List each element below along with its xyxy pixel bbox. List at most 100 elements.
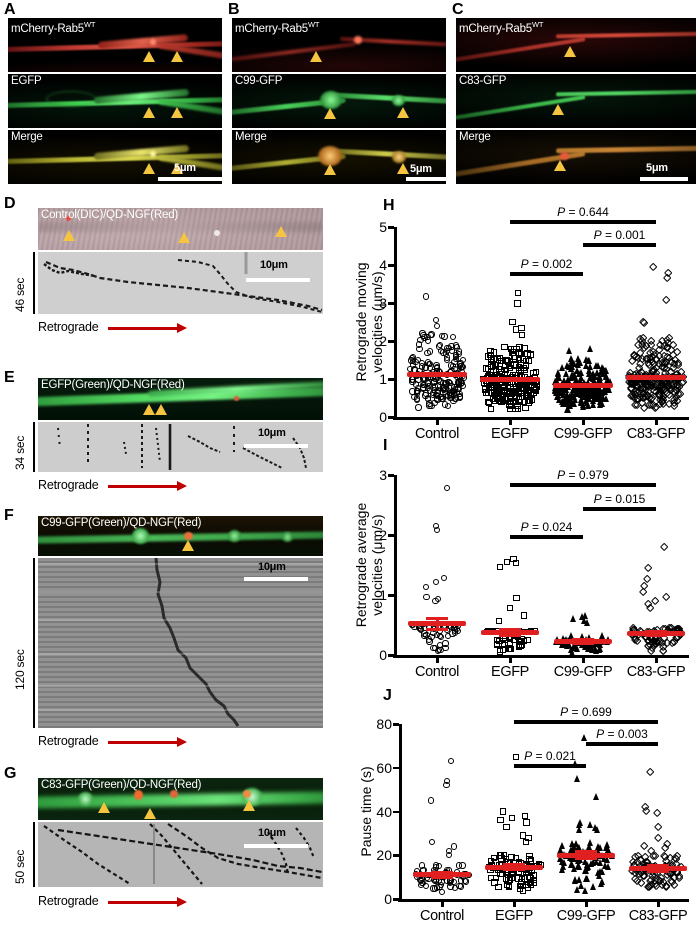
data-point [441, 333, 448, 340]
data-point-outlier [447, 757, 454, 765]
data-point [568, 632, 575, 640]
panel-label-b: B [228, 1, 240, 18]
data-point [574, 355, 581, 363]
data-point [559, 865, 566, 873]
data-point [584, 860, 591, 868]
data-point-outlier [508, 814, 516, 822]
data-point [578, 632, 585, 640]
error-bar-cap [575, 850, 597, 854]
data-point-outlier [432, 597, 439, 605]
x-tick-label-c99-gfp: C99-GFP [556, 908, 616, 924]
data-point [517, 642, 524, 649]
data-point [413, 390, 421, 397]
data-point [449, 333, 457, 340]
data-point [598, 879, 604, 887]
panel-g-caption: C83-GFP(Green)/QD-NGF(Red) [41, 779, 202, 791]
data-point [514, 405, 521, 412]
data-point-outlier [592, 792, 599, 800]
data-point-outlier [593, 825, 600, 833]
data-point [595, 842, 602, 850]
data-point [604, 863, 611, 871]
panel-b-row-mcherry: mCherry-Rab5WT [232, 18, 446, 72]
significance-bar [510, 220, 656, 224]
mean-line [626, 375, 686, 381]
significance-label: P = 0.002 [520, 257, 573, 271]
scale-bar [244, 577, 308, 581]
x-tick [509, 657, 512, 663]
data-point [517, 360, 525, 367]
data-point [556, 846, 563, 854]
data-point [449, 388, 456, 395]
scale-bar-label: 10μm [258, 561, 286, 573]
data-point [559, 388, 566, 396]
data-point [527, 881, 535, 889]
panel-d-duration-label: 46 sec [13, 277, 27, 312]
data-point [578, 388, 585, 396]
y-tick [388, 340, 394, 343]
significance-label: P = 0.979 [557, 468, 609, 482]
mean-line [481, 629, 539, 635]
data-point-outlier [514, 300, 521, 307]
data-point-outlier [645, 603, 655, 613]
significance-label: P = 0.001 [593, 228, 646, 242]
data-point-outlier [522, 812, 529, 820]
scale-bar [640, 177, 688, 181]
mean-line [413, 872, 471, 878]
data-point-outlier [659, 542, 669, 552]
data-point [570, 391, 577, 399]
scale-bar-label: 5μm [410, 163, 432, 175]
x-tick-label-c99-gfp: C99-GFP [553, 426, 613, 442]
data-point [517, 385, 524, 392]
data-point [450, 878, 458, 886]
data-point [521, 345, 528, 352]
mean-line [480, 376, 540, 382]
data-point [424, 350, 431, 357]
data-point [596, 644, 603, 652]
error-bar-cap [499, 633, 521, 637]
mean-line [629, 865, 687, 871]
data-point [571, 395, 578, 403]
data-point [409, 376, 416, 383]
data-point [428, 633, 435, 641]
data-point-outlier [518, 324, 525, 332]
arrowhead-icon [397, 107, 409, 118]
significance-bar [510, 483, 656, 487]
scale-bar-label: 10μm [258, 427, 286, 439]
data-point-outlier [503, 823, 510, 830]
error-bar-cap [503, 868, 525, 872]
panel-a-caption-egfp: EGFP [11, 75, 42, 87]
data-point [581, 867, 588, 875]
panel-b-caption-merge: Merge [235, 131, 267, 143]
y-tick-label: 1 [379, 587, 387, 603]
data-point [568, 646, 575, 654]
data-point-outlier [514, 289, 522, 296]
data-point [558, 841, 565, 849]
y-tick-label: 2 [379, 527, 387, 543]
data-point [568, 861, 575, 869]
panel-b-row-c99gfp: C99-GFP [232, 74, 446, 128]
mean-line [557, 852, 615, 858]
panel-e-direction-label: Retrograde [38, 478, 99, 492]
data-point-outlier [569, 614, 576, 622]
data-point [586, 362, 593, 370]
panel-label-f: F [4, 507, 14, 524]
y-tick [388, 654, 394, 657]
data-point [530, 369, 537, 377]
data-point-outlier [523, 819, 530, 826]
significance-bar [510, 535, 583, 539]
data-point [527, 875, 534, 882]
arrowhead-icon [171, 163, 183, 174]
data-point [496, 386, 504, 393]
arrowhead-icon [143, 51, 155, 62]
scale-bar-label: 10μm [260, 259, 288, 271]
data-point-outlier [579, 613, 586, 621]
data-point [601, 854, 608, 862]
data-point-outlier [440, 575, 448, 582]
data-point-outlier [576, 821, 583, 829]
x-tick [655, 419, 658, 425]
data-point [555, 368, 562, 376]
data-point [433, 362, 440, 369]
arrowhead-icon [144, 808, 156, 819]
data-point [586, 394, 593, 402]
data-point-outlier [497, 817, 504, 824]
